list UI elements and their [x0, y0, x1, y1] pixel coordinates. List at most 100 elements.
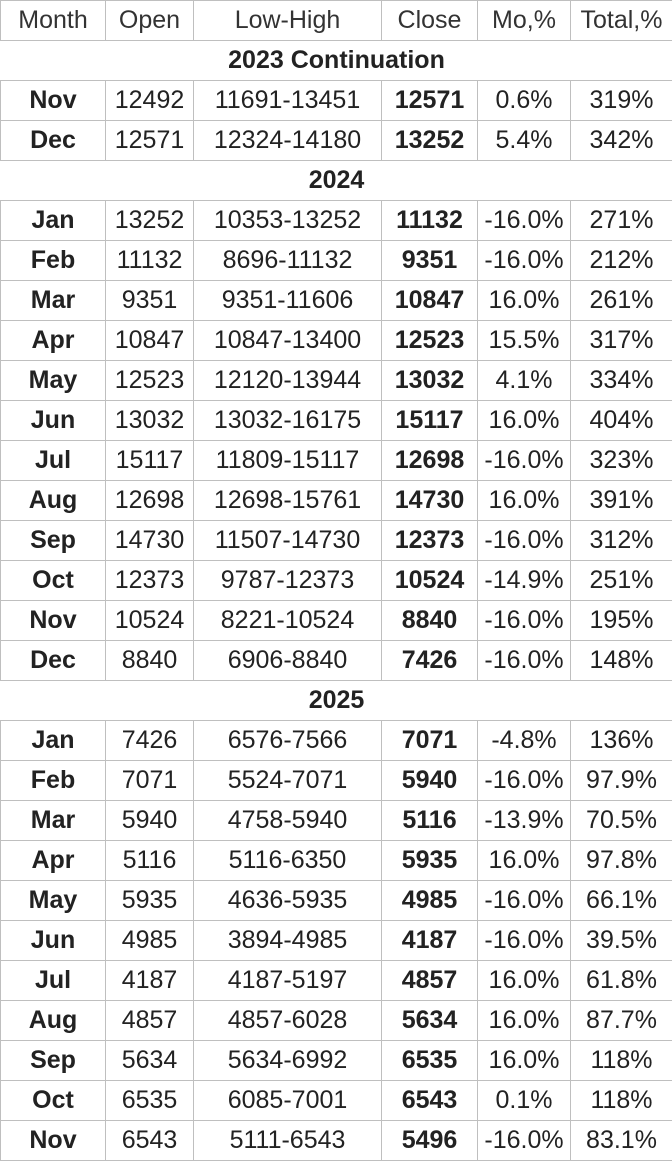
- cell-low-high: 5634-6992: [194, 1041, 382, 1081]
- cell-open: 12571: [106, 121, 194, 161]
- cell-month: Feb: [1, 761, 106, 801]
- cell-open: 4857: [106, 1001, 194, 1041]
- cell-month: Dec: [1, 641, 106, 681]
- cell-open: 13032: [106, 401, 194, 441]
- cell-total-pct: 212%: [571, 241, 672, 281]
- cell-mo-pct: -16.0%: [478, 601, 571, 641]
- cell-mo-pct: -16.0%: [478, 441, 571, 481]
- cell-month: Mar: [1, 801, 106, 841]
- cell-open: 12492: [106, 81, 194, 121]
- cell-open: 10847: [106, 321, 194, 361]
- cell-total-pct: 323%: [571, 441, 672, 481]
- cell-mo-pct: -14.9%: [478, 561, 571, 601]
- cell-open: 12373: [106, 561, 194, 601]
- cell-mo-pct: 16.0%: [478, 1041, 571, 1081]
- cell-close: 12523: [382, 321, 478, 361]
- header-open: Open: [106, 1, 194, 41]
- cell-total-pct: 391%: [571, 481, 672, 521]
- header-row: Month Open Low-High Close Mo,% Total,%: [1, 1, 672, 41]
- cell-open: 5935: [106, 881, 194, 921]
- section-title: 2025: [1, 681, 672, 721]
- cell-close: 13252: [382, 121, 478, 161]
- cell-low-high: 10847-13400: [194, 321, 382, 361]
- cell-low-high: 11507-14730: [194, 521, 382, 561]
- cell-close: 4857: [382, 961, 478, 1001]
- cell-total-pct: 118%: [571, 1081, 672, 1121]
- cell-month: Apr: [1, 841, 106, 881]
- cell-month: Jul: [1, 441, 106, 481]
- section-row: 2025: [1, 681, 672, 721]
- cell-open: 5116: [106, 841, 194, 881]
- cell-mo-pct: 16.0%: [478, 961, 571, 1001]
- cell-low-high: 6906-8840: [194, 641, 382, 681]
- cell-close: 6535: [382, 1041, 478, 1081]
- cell-low-high: 11809-15117: [194, 441, 382, 481]
- cell-total-pct: 342%: [571, 121, 672, 161]
- cell-month: Nov: [1, 81, 106, 121]
- cell-month: Sep: [1, 1041, 106, 1081]
- cell-close: 12698: [382, 441, 478, 481]
- cell-open: 6543: [106, 1121, 194, 1161]
- cell-open: 7071: [106, 761, 194, 801]
- cell-low-high: 4187-5197: [194, 961, 382, 1001]
- header-close: Close: [382, 1, 478, 41]
- cell-total-pct: 319%: [571, 81, 672, 121]
- cell-total-pct: 271%: [571, 201, 672, 241]
- cell-open: 15117: [106, 441, 194, 481]
- cell-total-pct: 317%: [571, 321, 672, 361]
- cell-open: 4985: [106, 921, 194, 961]
- cell-low-high: 12324-14180: [194, 121, 382, 161]
- cell-total-pct: 118%: [571, 1041, 672, 1081]
- cell-total-pct: 148%: [571, 641, 672, 681]
- cell-mo-pct: -16.0%: [478, 521, 571, 561]
- cell-close: 5634: [382, 1001, 478, 1041]
- cell-month: Feb: [1, 241, 106, 281]
- cell-month: Nov: [1, 601, 106, 641]
- cell-mo-pct: 16.0%: [478, 841, 571, 881]
- cell-low-high: 4857-6028: [194, 1001, 382, 1041]
- cell-mo-pct: -16.0%: [478, 241, 571, 281]
- cell-total-pct: 404%: [571, 401, 672, 441]
- cell-low-high: 6576-7566: [194, 721, 382, 761]
- cell-low-high: 12698-15761: [194, 481, 382, 521]
- cell-low-high: 9787-12373: [194, 561, 382, 601]
- cell-mo-pct: -4.8%: [478, 721, 571, 761]
- cell-mo-pct: 16.0%: [478, 401, 571, 441]
- cell-total-pct: 70.5%: [571, 801, 672, 841]
- cell-month: Sep: [1, 521, 106, 561]
- cell-low-high: 4758-5940: [194, 801, 382, 841]
- cell-total-pct: 66.1%: [571, 881, 672, 921]
- cell-total-pct: 87.7%: [571, 1001, 672, 1041]
- cell-open: 6535: [106, 1081, 194, 1121]
- cell-month: Jul: [1, 961, 106, 1001]
- cell-open: 8840: [106, 641, 194, 681]
- cell-mo-pct: 5.4%: [478, 121, 571, 161]
- header-mo-pct: Mo,%: [478, 1, 571, 41]
- cell-close: 10847: [382, 281, 478, 321]
- cell-mo-pct: 16.0%: [478, 481, 571, 521]
- cell-low-high: 5524-7071: [194, 761, 382, 801]
- cell-open: 11132: [106, 241, 194, 281]
- cell-open: 12523: [106, 361, 194, 401]
- cell-total-pct: 97.8%: [571, 841, 672, 881]
- cell-total-pct: 97.9%: [571, 761, 672, 801]
- cell-total-pct: 312%: [571, 521, 672, 561]
- cell-open: 12698: [106, 481, 194, 521]
- cell-month: Aug: [1, 481, 106, 521]
